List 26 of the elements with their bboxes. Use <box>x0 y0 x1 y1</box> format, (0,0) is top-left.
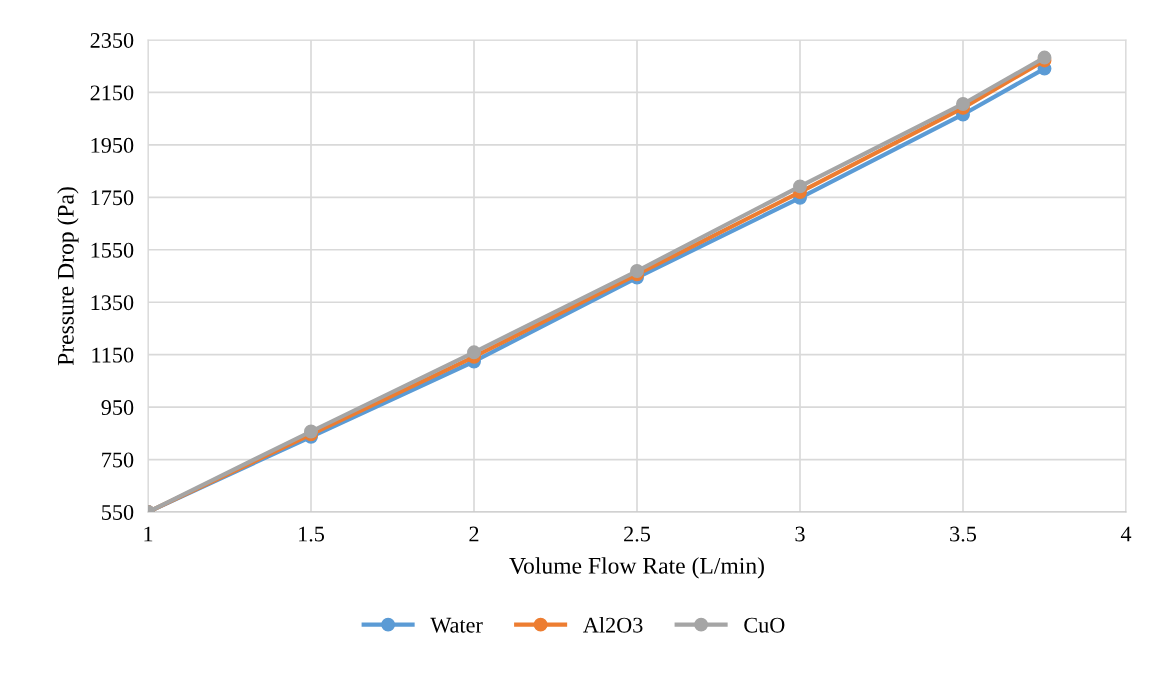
y-tick-label: 950 <box>101 400 134 416</box>
point <box>467 345 481 360</box>
y-tick-label: 1350 <box>91 295 134 311</box>
point <box>630 264 644 278</box>
x-tick-label: 1 <box>144 526 153 542</box>
x-tick-label: 4 <box>1120 526 1132 542</box>
y-axis-title: Pressure Drop (Pa) <box>57 187 79 366</box>
point <box>956 97 970 111</box>
point <box>793 179 807 194</box>
x-tick-label: 2 <box>469 526 479 542</box>
y-tick-label: 550 <box>102 504 134 520</box>
x-tick-label: 3 <box>795 526 805 542</box>
y-tick-label: 2350 <box>90 32 134 48</box>
x-axis-title: Volume Flow Rate (L/min) <box>509 557 764 579</box>
x-tick-label: 1.5 <box>299 526 325 542</box>
y-tick-label: 1950 <box>91 137 134 153</box>
legend-label: Water <box>430 617 483 633</box>
legend-label: Al2O3 <box>583 616 643 633</box>
y-tick-label: 1150 <box>92 347 134 363</box>
y-tick-label: 2150 <box>90 85 134 101</box>
legend-label: CuO <box>744 617 785 633</box>
x-tick-label: 3.5 <box>950 526 977 542</box>
y-tick-label: 1750 <box>91 190 134 206</box>
y-tick-label: 750 <box>102 452 134 468</box>
x-tick-label: 2.5 <box>624 526 651 542</box>
y-tick-label: 1550 <box>91 242 134 258</box>
